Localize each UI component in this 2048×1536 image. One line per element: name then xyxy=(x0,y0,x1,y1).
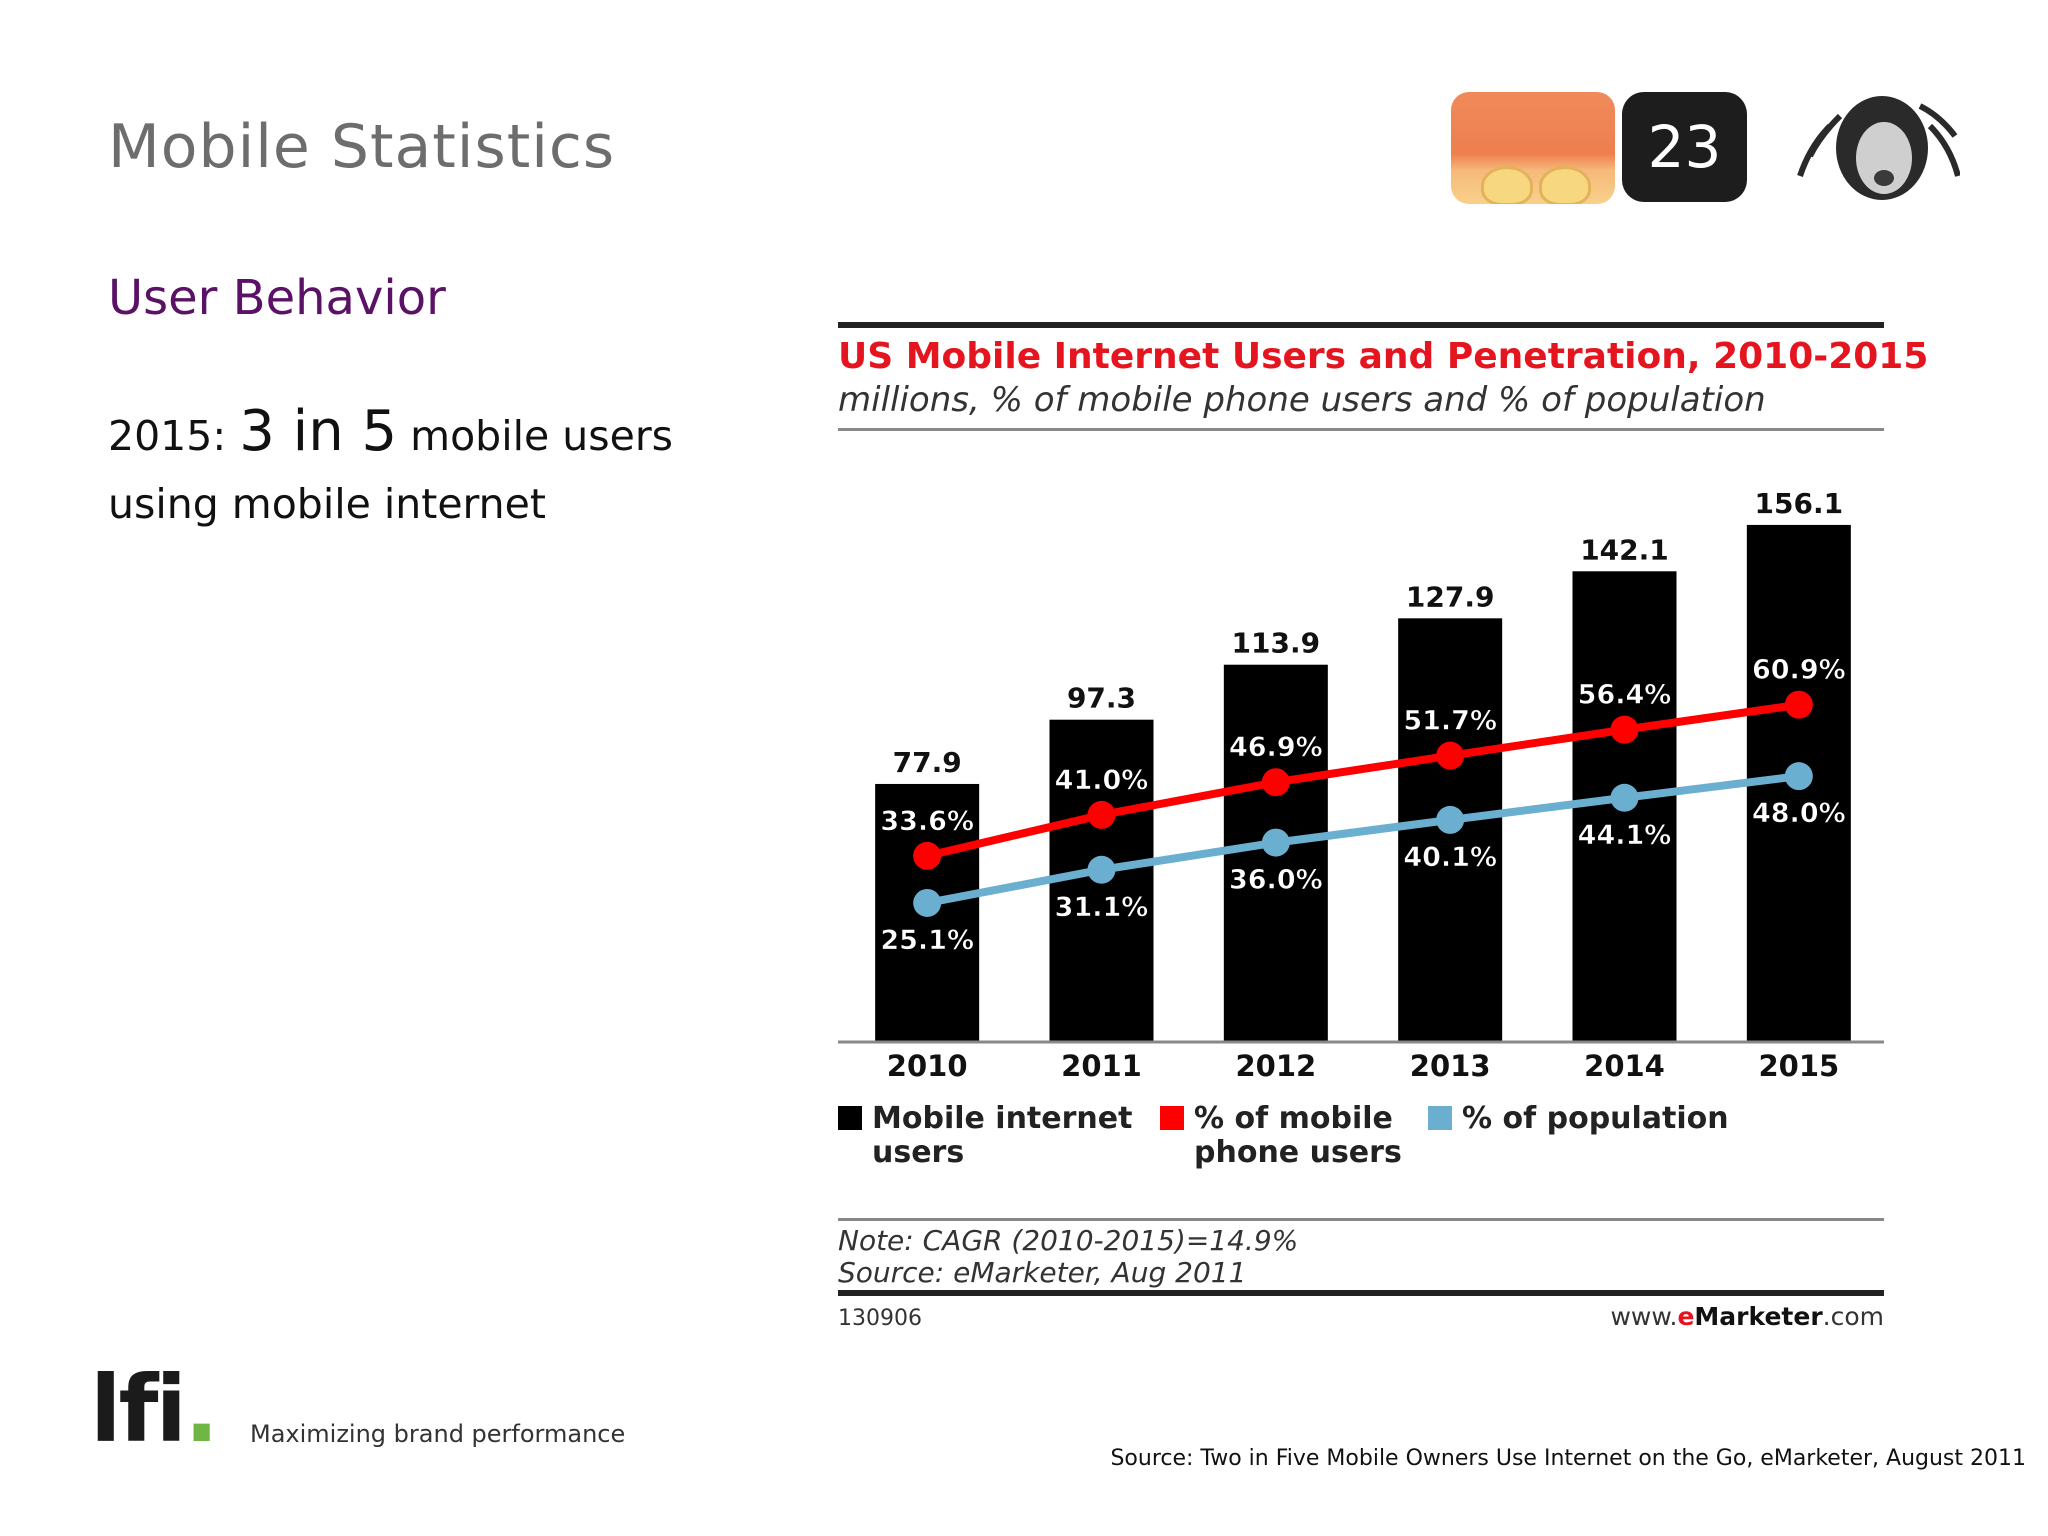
chart-subtitle: millions, % of mobile phone users and % … xyxy=(838,380,1766,420)
blue-value-label-2010: 25.1% xyxy=(880,925,974,956)
url-suffix: .com xyxy=(1822,1302,1884,1331)
slide-title: Mobile Statistics xyxy=(108,112,616,182)
legend-swatch-red xyxy=(1160,1106,1184,1130)
blue-value-label-2012: 36.0% xyxy=(1229,865,1323,896)
chart-title: US Mobile Internet Users and Penetration… xyxy=(838,336,1929,377)
red-point-2013 xyxy=(1436,741,1465,770)
stat-line-2: using mobile internet xyxy=(108,480,546,528)
legend-item-population: % of population xyxy=(1428,1102,1729,1136)
red-point-2014 xyxy=(1610,715,1639,744)
blue-value-label-2014: 44.1% xyxy=(1578,820,1672,851)
chart-source: Source: eMarketer, Aug 2011 xyxy=(838,1256,1247,1289)
red-point-2015 xyxy=(1784,690,1813,719)
logo-dot: . xyxy=(184,1356,219,1463)
page-number-badge[interactable]: 23 xyxy=(1622,92,1747,202)
slide-source: Source: Two in Five Mobile Owners Use In… xyxy=(1110,1446,2026,1471)
key-statistic: 2015: 3 in 5 mobile users using mobile i… xyxy=(108,398,708,538)
x-tick-label-2014: 2014 xyxy=(1584,1049,1665,1082)
chart-subtitle-rule xyxy=(838,428,1884,431)
logo-text: lfi xyxy=(90,1356,187,1463)
red-value-label-2011: 41.0% xyxy=(1055,765,1149,796)
red-value-label-2015: 60.9% xyxy=(1752,655,1846,686)
legend-swatch-black xyxy=(838,1106,862,1130)
stat-prefix: 2015: xyxy=(108,412,240,460)
legend-item-mobile-phone-users: % of mobile phone users xyxy=(1160,1102,1402,1170)
chart-note-rule xyxy=(838,1218,1884,1221)
blue-value-label-2015: 48.0% xyxy=(1752,798,1846,829)
blue-value-label-2013: 40.1% xyxy=(1403,842,1497,873)
stat-emphasis: 3 in 5 xyxy=(239,399,398,464)
legend-label: Mobile internet xyxy=(872,1101,1133,1136)
bar-value-label-2010: 77.9 xyxy=(893,746,962,779)
blue-point-2011 xyxy=(1087,855,1116,884)
red-point-2012 xyxy=(1261,768,1290,797)
chart-plot: 77.9 97.3 113.9 127.9 142.1 156.1 2010 2011 2012… xyxy=(838,487,1884,1082)
legend-label-line2: phone users xyxy=(1194,1135,1402,1170)
red-point-2011 xyxy=(1087,800,1116,829)
emarketer-url[interactable]: www.eMarketer.com xyxy=(1610,1302,1884,1331)
bar-value-label-2015: 156.1 xyxy=(1755,487,1844,520)
shouting-face-thumbnail-image[interactable] xyxy=(1790,86,1960,206)
chart-note: Note: CAGR (2010-2015)=14.9% xyxy=(838,1224,1299,1257)
legend-label: % of mobile xyxy=(1194,1101,1393,1136)
ear-shape-left xyxy=(1481,166,1533,204)
red-value-label-2014: 56.4% xyxy=(1578,680,1672,711)
url-brand: Marketer xyxy=(1694,1302,1823,1331)
x-tick-label-2010: 2010 xyxy=(887,1049,968,1082)
blue-series-line xyxy=(926,772,1800,907)
legend-swatch-blue xyxy=(1428,1106,1452,1130)
chart-id: 130906 xyxy=(838,1306,922,1331)
ear-shape-right xyxy=(1539,166,1591,204)
chart-top-rule xyxy=(838,322,1884,328)
bar-value-label-2011: 97.3 xyxy=(1067,682,1136,715)
blue-point-2013 xyxy=(1436,805,1465,834)
section-heading: User Behavior xyxy=(108,270,446,326)
red-series-line xyxy=(926,700,1800,860)
legend-label-line2: users xyxy=(872,1135,965,1170)
red-value-label-2010: 33.6% xyxy=(880,806,974,837)
url-prefix: www. xyxy=(1610,1302,1678,1331)
ears-thumbnail-image[interactable] xyxy=(1451,92,1615,204)
red-value-label-2013: 51.7% xyxy=(1403,706,1497,737)
legend-item-mobile-internet-users: Mobile internet users xyxy=(838,1102,1132,1170)
x-tick-label-2012: 2012 xyxy=(1235,1049,1316,1082)
bar-value-label-2012: 113.9 xyxy=(1232,627,1321,660)
bar-value-label-2014: 142.1 xyxy=(1580,533,1669,566)
chart-bottom-rule xyxy=(838,1290,1884,1296)
legend-label: % of population xyxy=(1462,1101,1729,1136)
red-value-label-2012: 46.9% xyxy=(1229,732,1323,763)
blue-value-label-2011: 31.1% xyxy=(1055,892,1149,923)
x-tick-label-2011: 2011 xyxy=(1061,1049,1142,1082)
blue-point-2015 xyxy=(1784,762,1813,791)
x-tick-label-2015: 2015 xyxy=(1758,1049,1839,1082)
bar-value-label-2013: 127.9 xyxy=(1406,580,1495,613)
url-e: e xyxy=(1677,1302,1695,1331)
x-tick-label-2013: 2013 xyxy=(1410,1049,1491,1082)
red-point-2010 xyxy=(913,841,942,870)
blue-point-2010 xyxy=(913,888,942,917)
blue-point-2012 xyxy=(1261,828,1290,857)
tagline: Maximizing brand performance xyxy=(250,1420,626,1448)
chart-panel: US Mobile Internet Users and Penetration… xyxy=(838,322,1928,1332)
stat-suffix: mobile users xyxy=(397,412,674,460)
blue-point-2014 xyxy=(1610,783,1639,812)
lfi-logo: lfi. xyxy=(90,1356,219,1463)
